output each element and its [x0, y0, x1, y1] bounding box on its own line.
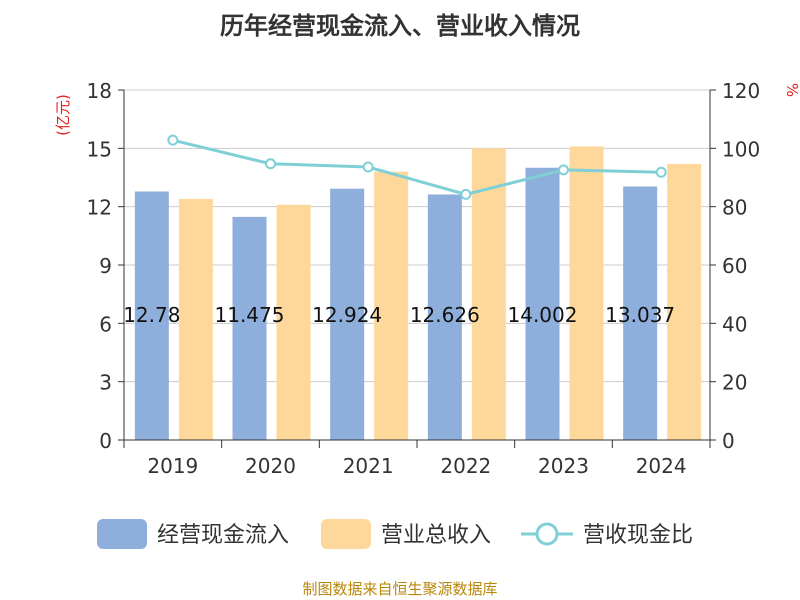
y-right-tick-label: 60: [722, 254, 747, 278]
data-label: 12.78: [123, 303, 180, 327]
y-right-tick-label: 100: [722, 137, 760, 161]
y-left-tick-label: 15: [87, 137, 112, 161]
data-label: 11.475: [215, 303, 285, 327]
legend-label-revenue: 营业总收入: [381, 523, 491, 548]
y-right-tick-label: 40: [722, 312, 747, 336]
y-left-axis-title: (亿元): [54, 94, 72, 136]
y-left-tick-label: 12: [87, 196, 112, 220]
legend-swatch-revenue: [321, 519, 371, 549]
source-note: 制图数据来自恒生聚源数据库: [302, 580, 498, 598]
data-label: 13.037: [605, 303, 675, 327]
y-right-tick-label: 120: [722, 79, 760, 103]
legend-swatch-marker: [535, 522, 559, 546]
bar-revenue: [178, 198, 213, 440]
chart-title: 历年经营现金流入、营业收入情况: [220, 12, 580, 40]
bar-cash-inflow: [525, 167, 560, 440]
y-right-tick-label: 80: [722, 196, 747, 220]
y-right-tick-label: 20: [722, 371, 747, 395]
y-left-tick-label: 6: [99, 312, 112, 336]
x-tick-label: 2022: [440, 454, 491, 478]
bar-cash-inflow: [330, 188, 365, 440]
x-tick-label: 2020: [245, 454, 296, 478]
data-label: 12.626: [410, 303, 480, 327]
line-point: [167, 134, 179, 146]
y-left-tick-label: 9: [99, 254, 112, 278]
legend-swatch-cash-inflow: [97, 519, 147, 549]
y-right-tick-label: 0: [722, 429, 735, 453]
legend-label-cash-inflow: 经营现金流入: [157, 523, 289, 548]
bar-cash-inflow: [623, 186, 658, 440]
line-point: [362, 161, 374, 173]
bar-revenue: [374, 171, 409, 440]
y-left-tick-label: 0: [99, 429, 112, 453]
legend-label-cash-ratio: 营收现金比: [583, 523, 693, 548]
line-point: [558, 164, 569, 176]
y-left-tick-label: 18: [87, 79, 112, 103]
bar-cash-inflow: [427, 194, 462, 440]
data-label: 12.924: [312, 303, 382, 327]
x-tick-label: 2019: [147, 454, 198, 478]
bar-cash-inflow: [134, 191, 169, 440]
x-tick-label: 2024: [636, 454, 687, 478]
bar-revenue: [276, 204, 311, 440]
bar-cash-inflow: [232, 216, 267, 440]
y-right-axis-title: %: [783, 83, 800, 97]
x-tick-label: 2021: [343, 454, 394, 478]
line-point: [265, 158, 276, 170]
bar-revenue: [471, 148, 506, 441]
y-left-tick-label: 3: [99, 371, 112, 395]
line-point: [655, 166, 667, 178]
line-point: [460, 188, 472, 200]
line-cash-ratio: [172, 138, 662, 196]
bar-revenue: [569, 146, 604, 440]
x-tick-label: 2023: [538, 454, 589, 478]
data-label: 14.002: [508, 303, 578, 327]
bar-revenue: [667, 163, 702, 440]
